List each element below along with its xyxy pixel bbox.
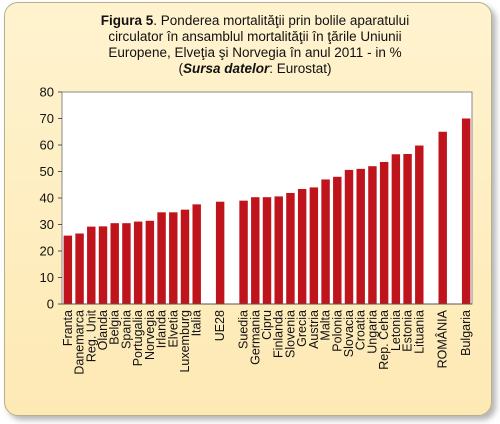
x-category-label: Grecia (295, 310, 309, 347)
caption-line-3: Europene, Elveţia şi Norvegia în anul 20… (108, 45, 402, 60)
bar (438, 131, 447, 304)
x-category-label: UE28 (213, 310, 227, 341)
x-category-label: Belgia (108, 310, 122, 345)
bar (262, 197, 272, 304)
y-tick-label: 40 (40, 191, 54, 206)
bar (309, 187, 319, 304)
x-category-label: Rep. Ceha (377, 310, 391, 370)
y-tick-label: 80 (40, 85, 54, 100)
x-category-label: Estonia (401, 310, 415, 352)
x-category-label: Malta (319, 310, 333, 341)
x-category-label: Cipru (260, 310, 274, 340)
bar (379, 161, 389, 304)
x-category-label: Danemarca (73, 310, 87, 375)
y-tick-label: 70 (40, 111, 54, 126)
x-category-label: Finlanda (272, 310, 286, 358)
bar (403, 154, 412, 304)
bar (180, 209, 190, 304)
bar (87, 226, 96, 304)
y-tick-label: 50 (40, 164, 54, 179)
bar (63, 235, 73, 304)
bar (75, 233, 84, 304)
bar (274, 196, 283, 304)
bar (368, 166, 377, 304)
x-category-label: Italia (190, 310, 204, 336)
caption-line-2: circulator în ansamblul mortalităţii în … (108, 29, 402, 44)
y-tick-label: 20 (40, 244, 54, 259)
y-tick-label: 30 (40, 217, 54, 232)
bar (297, 188, 307, 304)
y-tick-label: 0 (47, 297, 54, 312)
figure-label: Figura 5 (100, 13, 154, 28)
bar (122, 223, 131, 304)
bar (239, 200, 248, 304)
x-category-label: Luxemburg (178, 310, 192, 373)
x-category-label: Elvetia (166, 310, 180, 348)
y-tick-label: 60 (40, 138, 54, 153)
bar (461, 118, 471, 304)
bar (98, 226, 108, 304)
bar (356, 168, 365, 304)
x-category-label: Polonia (330, 310, 344, 352)
x-category-label: Letonia (389, 310, 403, 351)
x-category-label: Franta (61, 310, 75, 346)
y-tick-label: 10 (40, 270, 54, 285)
bar (157, 212, 166, 304)
bar (391, 154, 401, 304)
bar (110, 223, 119, 304)
x-category-label: Ungaria (365, 310, 379, 354)
x-category-label: Olanda (96, 310, 110, 350)
caption-line-1: . Ponderea mortalităţii prin bolile apar… (153, 13, 410, 28)
chart-caption: Figura 5. Ponderea mortalităţii prin bol… (100, 13, 410, 76)
bar (145, 220, 155, 304)
x-category-label: ROMÂNIA (435, 309, 450, 368)
x-category-label: Norvegia (143, 310, 157, 360)
x-category-label: Portugalia (131, 310, 145, 366)
x-category-label: Bulgaria (459, 310, 473, 356)
x-category-label: Reg. Unit (84, 309, 98, 362)
x-category-label: Suedia (237, 310, 251, 349)
bar (192, 204, 201, 304)
x-category-label: Slovacia (342, 310, 356, 357)
bar (415, 145, 424, 304)
x-category-label: Lituania (412, 310, 426, 354)
bar (321, 179, 330, 304)
x-category-label: Croatia (354, 310, 368, 350)
x-category-label: Slovenia (283, 310, 297, 358)
caption-source-value: : Eurostat) (269, 61, 332, 76)
caption-source-label: Sursa datelor (182, 61, 270, 76)
bar (215, 201, 225, 304)
x-category-label: Irlanda (155, 310, 169, 348)
x-category-label: Spania (119, 310, 133, 349)
x-category-label: Germania (248, 310, 262, 365)
bar (169, 212, 178, 304)
bar (133, 221, 143, 304)
bar (251, 197, 260, 304)
x-category-label: Austria (307, 310, 321, 349)
bar (286, 192, 295, 304)
bar (344, 169, 354, 304)
bar (333, 176, 342, 304)
